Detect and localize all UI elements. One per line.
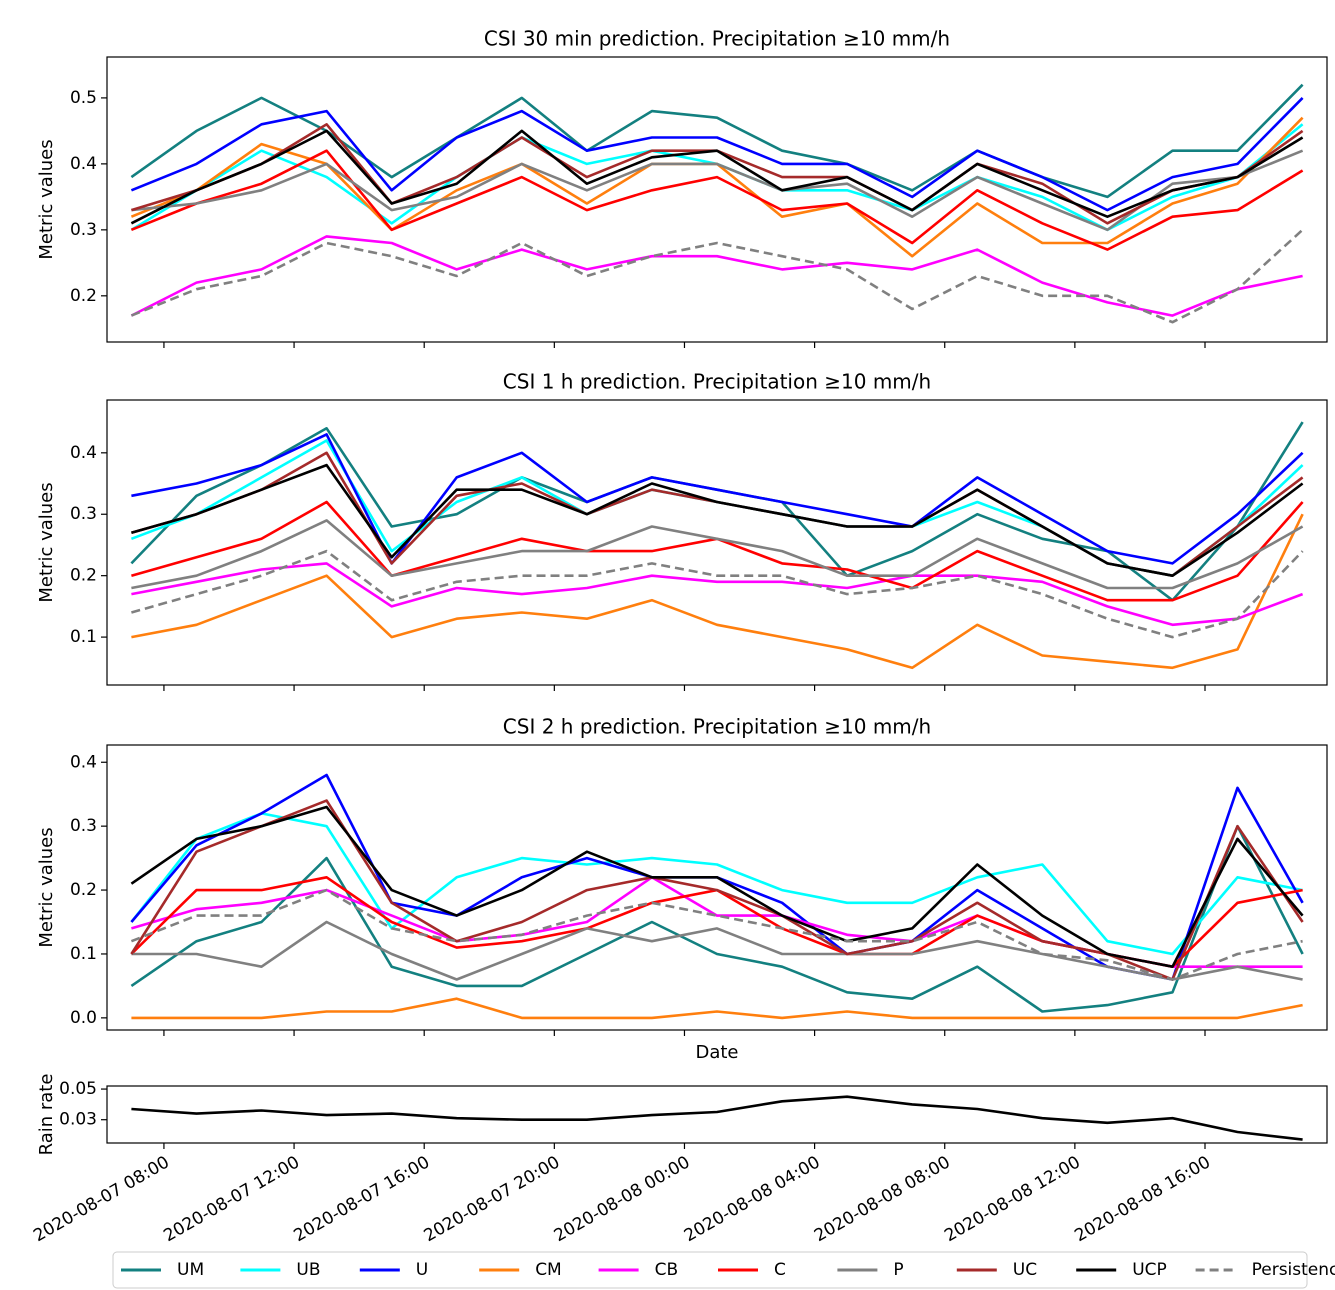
x-tick-label: 2020-08-08 08:00 [811, 1152, 954, 1246]
x-tick-label: 2020-08-07 20:00 [421, 1152, 564, 1246]
y-tick-label: 0.05 [59, 1079, 97, 1099]
axes-frame [106, 744, 1328, 1031]
data-line [131, 997, 1303, 1020]
y-axis-label: Metric values [36, 827, 57, 947]
y-tick-label: 0.4 [70, 752, 97, 772]
y-axis-label: Metric values [36, 482, 57, 602]
legend-label: P [893, 1260, 903, 1280]
data-line [130, 235, 1303, 317]
y-tick-label: 0.2 [70, 880, 97, 900]
data-line [131, 463, 1304, 577]
data-line [131, 1095, 1303, 1141]
legend-label: UM [177, 1260, 204, 1280]
data-line [130, 96, 1304, 212]
chart-title: CSI 1 h prediction. Precipitation ≥10 mm… [503, 370, 931, 394]
legend-label: C [774, 1260, 786, 1280]
data-line [131, 513, 1304, 670]
legend-box [112, 1251, 1308, 1289]
x-tick-label: 2020-08-07 08:00 [30, 1152, 173, 1246]
legend-label: CB [655, 1260, 679, 1280]
data-line [130, 421, 1304, 602]
y-tick-label: 0.3 [70, 816, 97, 836]
data-line [131, 149, 1304, 232]
legend-label: CM [535, 1260, 562, 1280]
y-tick-label: 0.03 [59, 1110, 97, 1130]
data-line [130, 888, 1303, 981]
data-line [130, 129, 1304, 225]
data-line [130, 824, 1304, 1013]
data-line [130, 805, 1304, 968]
legend-label: UB [296, 1260, 320, 1280]
data-line [131, 549, 1304, 639]
x-tick-label: 2020-08-08 12:00 [941, 1152, 1084, 1246]
y-tick-label: 0.0 [70, 1008, 97, 1028]
y-tick-label: 0.5 [70, 88, 97, 108]
data-line [131, 433, 1304, 565]
axes-frame [106, 56, 1328, 343]
y-tick-label: 0.2 [70, 566, 97, 586]
y-tick-label: 0.1 [70, 944, 97, 964]
data-line [130, 149, 1304, 251]
legend-label: U [416, 1260, 428, 1280]
y-tick-label: 0.4 [70, 154, 97, 174]
x-tick-label: 2020-08-07 16:00 [291, 1152, 434, 1246]
chart-title: CSI 30 min prediction. Precipitation ≥10… [484, 27, 950, 51]
legend-label: Persistence [1252, 1260, 1335, 1280]
legend-label: UC [1013, 1260, 1037, 1280]
x-tick-label: 2020-08-08 00:00 [551, 1152, 694, 1246]
axes-frame [106, 399, 1328, 686]
y-tick-label: 0.3 [70, 504, 97, 524]
legend-label: UCP [1132, 1260, 1167, 1280]
data-line [131, 519, 1304, 590]
data-line [131, 500, 1304, 602]
x-tick-label: 2020-08-07 12:00 [160, 1152, 303, 1246]
y-axis-label: Rain rate [36, 1074, 57, 1156]
y-tick-label: 0.3 [70, 220, 97, 240]
y-tick-label: 0.2 [70, 286, 97, 306]
data-line [130, 812, 1303, 956]
y-tick-label: 0.4 [70, 443, 97, 463]
data-line [131, 562, 1304, 627]
x-tick-label: 2020-08-08 16:00 [1071, 1152, 1214, 1246]
x-axis-label: Date [695, 1042, 738, 1063]
y-axis-label: Metric values [36, 139, 57, 259]
data-line [131, 920, 1303, 981]
chart-title: CSI 2 h prediction. Precipitation ≥10 mm… [503, 715, 931, 739]
y-tick-label: 0.1 [70, 627, 97, 647]
x-tick-label: 2020-08-08 04:00 [681, 1152, 824, 1246]
data-line [130, 228, 1304, 324]
axes-frame [106, 1085, 1328, 1144]
